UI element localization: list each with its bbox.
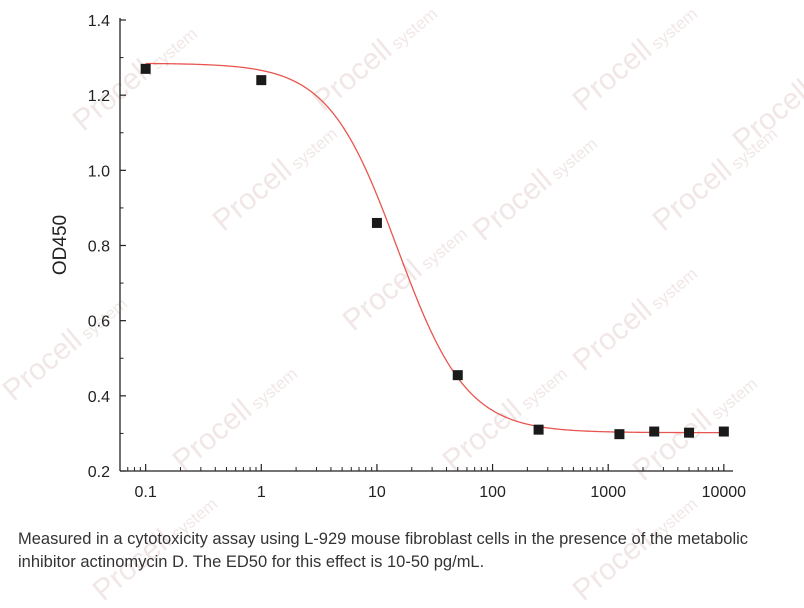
y-tick-label: 1.4 (88, 13, 110, 30)
y-tick-label: 1.2 (88, 88, 110, 105)
x-tick-label: 1 (257, 484, 266, 501)
data-points-group (140, 63, 729, 440)
data-point (452, 370, 463, 381)
data-point (614, 429, 625, 440)
data-point (533, 424, 544, 435)
data-point (649, 426, 660, 437)
data-point (140, 63, 151, 74)
x-tick-label: 0.1 (135, 484, 157, 501)
x-tick-label: 10000 (702, 484, 747, 501)
data-point (684, 427, 695, 438)
fit-curve (145, 62, 724, 434)
data-point (371, 217, 382, 228)
y-tick-label: 0.6 (88, 314, 110, 331)
y-axis-label: OD450 (50, 215, 71, 275)
y-tick-label: 0.8 (88, 239, 110, 256)
data-point (256, 75, 267, 86)
x-tick-label: 1000 (590, 484, 626, 501)
figure-caption: Measured in a cytotoxicity assay using L… (18, 530, 749, 571)
x-tick-label: 100 (479, 484, 506, 501)
y-tick-label: 0.4 (88, 389, 110, 406)
x-tick-label: 10 (368, 484, 386, 501)
y-tick-label: 1.0 (88, 163, 110, 180)
data-point (718, 426, 729, 437)
axes-group: 0.2 0.4 0.6 0.8 1.0 1.2 1.4 0.1 1 10 100 1000 10000 (88, 13, 746, 501)
y-tick-label: 0.2 (88, 464, 110, 481)
dose-response-chart: 0.20.40.60.81.01.21.40.1 1 10 100 1000 10000 … (50, 13, 746, 501)
